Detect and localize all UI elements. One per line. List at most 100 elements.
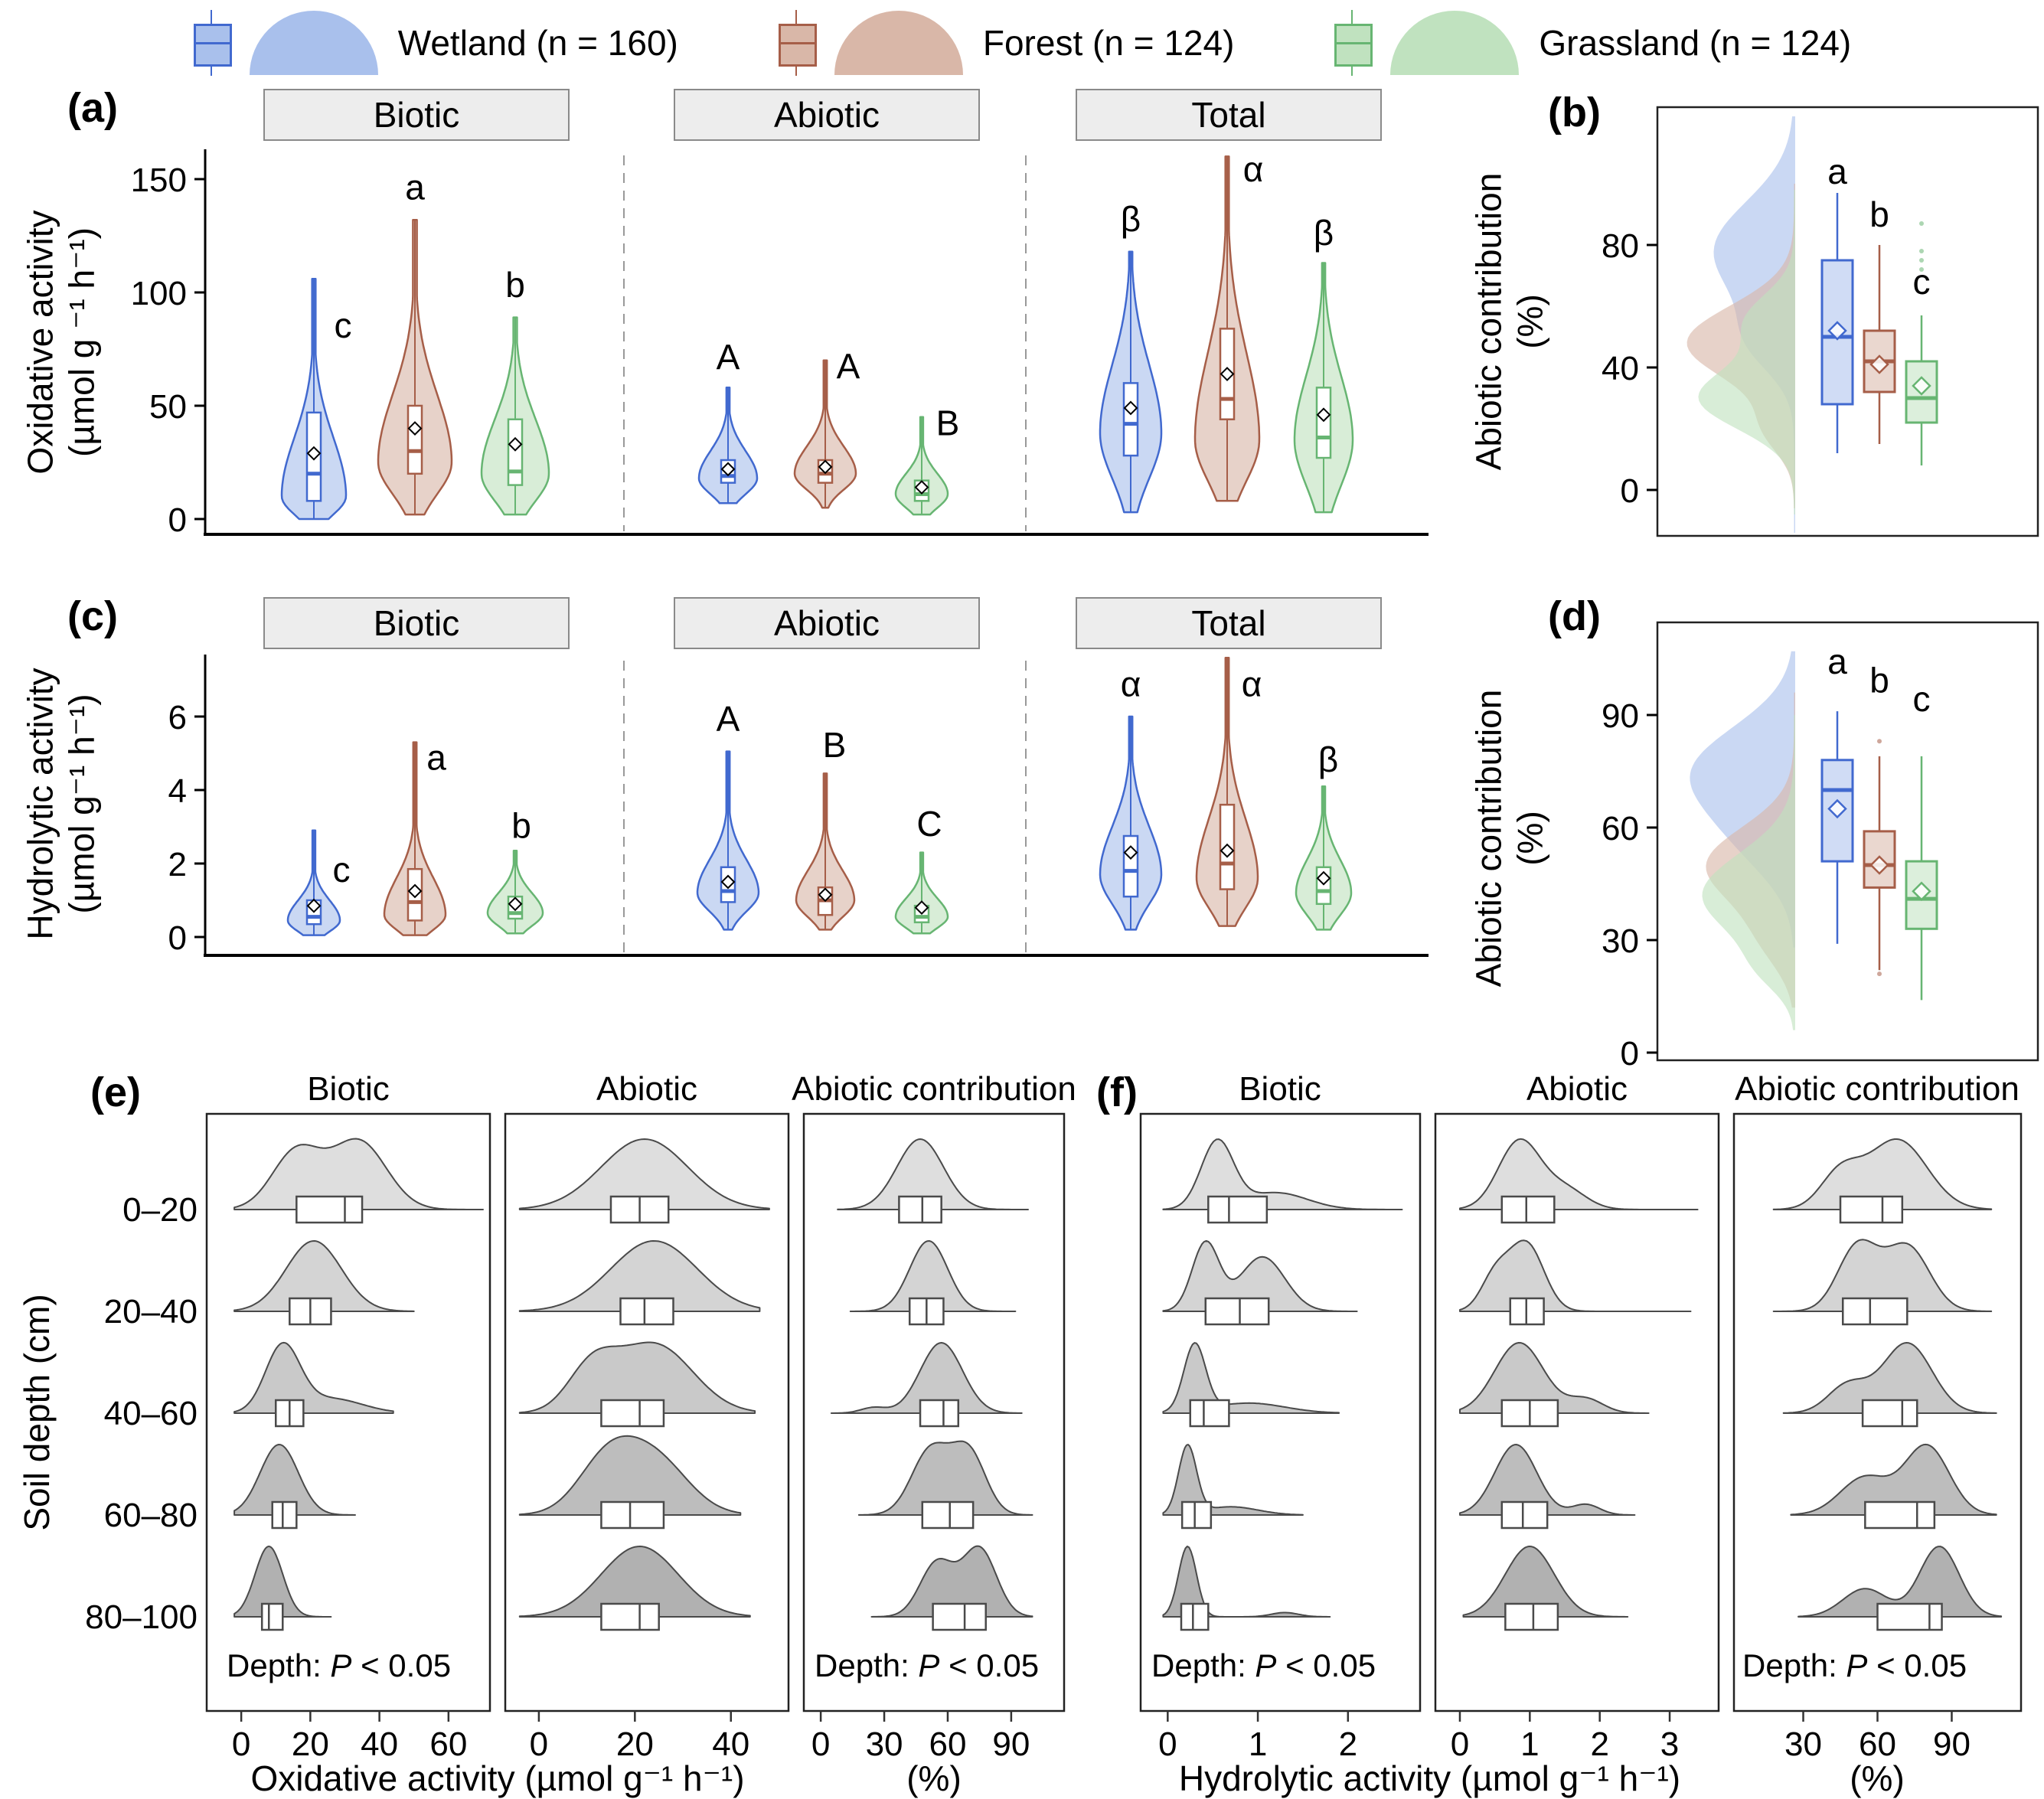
density-shape <box>233 1444 356 1516</box>
sig-letter: α <box>1242 664 1262 704</box>
x-tick-label: 1 <box>1249 1726 1267 1763</box>
facet-header-a-abiotic: Abiotic <box>674 89 980 141</box>
annotation-text: < 0.05 <box>1276 1647 1376 1683</box>
panel-e-letter: (e) <box>90 1069 141 1115</box>
mean-diamond <box>1912 376 1931 396</box>
violin-forest-abiotic: A <box>793 346 860 509</box>
half-density-grassland <box>1698 190 1795 514</box>
density-shape <box>1162 1444 1304 1516</box>
box <box>1504 1602 1559 1631</box>
violin-icon <box>834 11 963 75</box>
sig-letter: A <box>717 338 740 377</box>
ridge-row-20–40 <box>849 1240 1017 1326</box>
outlier-dot <box>1919 258 1924 263</box>
mean-diamond <box>720 462 736 477</box>
density-shape <box>857 1440 1033 1516</box>
panel-frame <box>1656 621 2039 1062</box>
y-tick-label: 0 <box>168 919 187 957</box>
y-tick-label: 150 <box>131 162 187 199</box>
sig-letter: c <box>335 305 352 345</box>
mean-diamond <box>1316 407 1331 423</box>
density-shape <box>518 1546 751 1618</box>
panel-c-plot: 0 2 4 6 c a b A B Cα α β <box>168 655 1429 957</box>
density-shape <box>518 1435 742 1516</box>
ylabel-line1: Oxidative activity <box>20 210 60 475</box>
sig-letter: C <box>916 804 942 844</box>
y-tick-label: 80 <box>1602 227 1639 265</box>
legend-item-grassland: Grassland (n = 124) <box>1334 10 1851 76</box>
x-tick-label: 20 <box>616 1726 654 1763</box>
box <box>271 1500 298 1530</box>
violin-wetland-biotic: c <box>280 277 352 521</box>
mean-diamond <box>407 421 423 436</box>
x-tick-label: 0 <box>530 1726 548 1763</box>
density-shape <box>1782 1342 1997 1414</box>
facet-header-label: Biotic <box>373 95 460 135</box>
violin-wetland-total: α <box>1099 664 1163 931</box>
facet-header-label: Abiotic <box>773 95 880 135</box>
ridge-row-80–100 <box>233 1546 332 1631</box>
facet-frame <box>1139 1112 1422 1712</box>
box <box>260 1602 284 1631</box>
sig-letter: b <box>1869 661 1889 700</box>
panel-b-plot: 0 40 80 abc <box>1602 106 2039 537</box>
mean-diamond <box>818 459 833 475</box>
box <box>1500 1195 1556 1224</box>
panel-b-letter: (b) <box>1548 90 1601 135</box>
mean-diamond <box>1827 321 1847 341</box>
y-tick-label: 4 <box>168 772 187 810</box>
x-tick-label: 0 <box>1451 1726 1469 1763</box>
ridge-row-40–60 <box>1782 1342 1997 1428</box>
x-tick-label: 40 <box>361 1726 398 1763</box>
ylabel-line2: (µmol g⁻¹ h⁻¹) <box>62 694 102 914</box>
boxplot-icon <box>1334 10 1373 76</box>
x-tick-label: 90 <box>1933 1726 1971 1763</box>
outlier-dot <box>1877 971 1882 977</box>
boxplot-grassland: c <box>1905 221 1938 465</box>
sig-letter: β <box>1318 740 1338 779</box>
panel-f-plot: 0 1 2 0 1 2 3 30 60 90 <box>1139 1112 2023 1763</box>
density-shape <box>1162 1342 1340 1414</box>
y-tick-label: 0 <box>1621 472 1639 510</box>
x-tick-label: 20 <box>292 1726 329 1763</box>
mean-diamond <box>306 446 322 461</box>
box <box>1122 382 1139 457</box>
density-shape <box>1462 1546 1629 1618</box>
boxplot-icon <box>193 10 232 76</box>
sig-letter: B <box>823 725 847 765</box>
boxplot-wetland: a <box>1820 642 1854 944</box>
ridge-row-20–40 <box>518 1240 761 1326</box>
annotation-p: P <box>330 1647 352 1683</box>
box <box>1207 1195 1269 1224</box>
depth-label-60-80: 60–80 <box>103 1497 198 1534</box>
density-shape <box>1162 1239 1358 1312</box>
ridge-row-40–60 <box>1459 1342 1650 1428</box>
facet-frame <box>802 1112 1066 1712</box>
panel-a-plot: 0 50 100 150 c a b A A Bβ α β <box>131 149 1429 539</box>
panel-e-plot: 0 20 40 60 0 20 40 0 30 60 90 <box>205 1112 1066 1763</box>
mean-diamond <box>1316 870 1331 886</box>
violin-forest-total: α <box>1193 149 1263 502</box>
density-shape <box>1459 1138 1699 1210</box>
outlier-dot <box>1919 267 1924 272</box>
panel-d-letter: (d) <box>1548 593 1601 639</box>
density-shape <box>1459 1444 1636 1516</box>
boxplot-grassland: c <box>1905 679 1938 1001</box>
ridge-row-20–40 <box>1459 1239 1692 1326</box>
sig-letter: c <box>1913 262 1931 302</box>
ridge-row-0–20 <box>1162 1138 1403 1224</box>
facet-header-label: Total <box>1191 95 1266 135</box>
facet-panel-f-plot-1: 0 1 2 3 <box>1434 1112 1720 1763</box>
panel-a-letter: (a) <box>67 85 118 131</box>
facet-title-e-abiotic: Abiotic <box>596 1070 698 1108</box>
box <box>1500 1500 1549 1530</box>
ridge-row-80–100 <box>1462 1546 1629 1631</box>
ridge-row-40–60 <box>1162 1342 1340 1428</box>
facet-title-f-contrib: Abiotic contribution <box>1735 1070 2020 1108</box>
x-tick-label: 3 <box>1660 1726 1679 1763</box>
density-shape <box>518 1138 770 1210</box>
box <box>1180 1602 1210 1631</box>
ridge-row-20–40 <box>1162 1239 1358 1326</box>
panel-f-letter: (f) <box>1096 1069 1138 1115</box>
